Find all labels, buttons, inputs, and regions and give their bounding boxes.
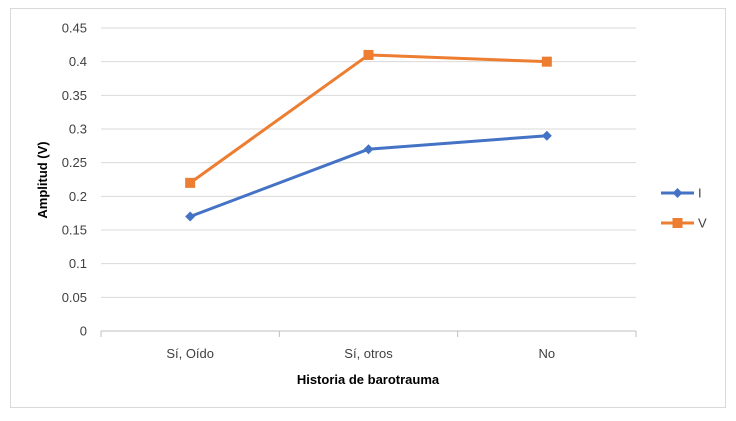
y-tick-label: 0.4 — [69, 54, 87, 69]
legend-label: V — [698, 216, 707, 231]
data-point — [541, 56, 552, 67]
y-tick-label: 0.1 — [69, 256, 87, 271]
y-tick-label: 0.3 — [69, 122, 87, 137]
y-tick-label: 0.35 — [62, 88, 87, 103]
y-tick-labels: 0 0.05 0.1 0.15 0.2 0.25 0.3 0.35 0.4 0.45 — [62, 21, 87, 339]
chart-frame — [10, 8, 726, 408]
legend-marker — [672, 188, 683, 198]
x-tick-labels: Sí, Oído Sí, otros No — [166, 346, 555, 361]
legend: IV — [661, 186, 707, 231]
series-v — [185, 49, 552, 188]
series-line — [189, 53, 547, 185]
series-group — [185, 49, 552, 222]
y-tick-label: 0.15 — [62, 223, 87, 238]
series-i — [185, 130, 552, 222]
axes — [100, 330, 637, 337]
y-tick-label: 0 — [80, 324, 87, 339]
y-tick-label: 0.2 — [69, 189, 87, 204]
legend-entry-v: V — [661, 216, 707, 231]
y-axis-title: Amplitud (V) — [35, 141, 50, 218]
data-point — [541, 130, 552, 141]
y-tick-label: 0.25 — [62, 155, 87, 170]
legend-marker — [672, 218, 683, 228]
y-tick-label: 0.05 — [62, 290, 87, 305]
y-tick-label: 0.45 — [62, 21, 87, 36]
data-point — [363, 144, 374, 155]
x-tick-label: No — [539, 346, 556, 361]
data-point — [185, 177, 196, 188]
x-tick-label: Sí, otros — [344, 346, 393, 361]
x-axis-title: Historia de barotrauma — [297, 372, 440, 387]
data-point — [185, 211, 196, 222]
gridlines — [101, 27, 636, 298]
legend-label: I — [698, 186, 702, 201]
legend-entry-i: I — [661, 186, 702, 201]
x-tick-label: Sí, Oído — [166, 346, 214, 361]
data-point — [363, 49, 374, 60]
